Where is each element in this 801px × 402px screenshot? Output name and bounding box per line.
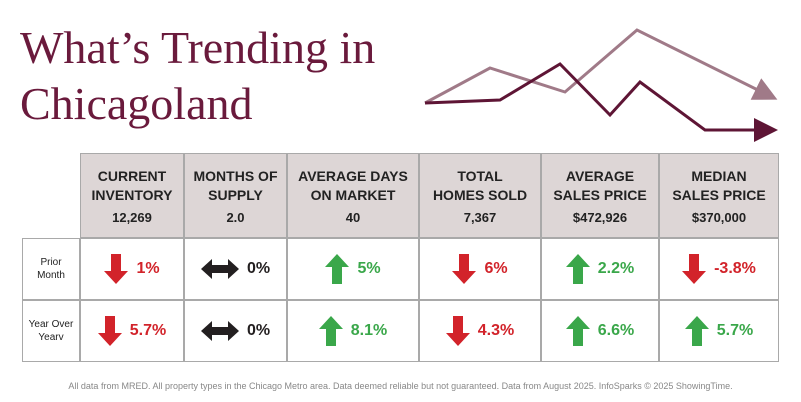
change-value: 8.1%	[350, 322, 388, 339]
column-header: TOTAL HOMES SOLD 7,367	[419, 153, 541, 238]
arrow-up	[318, 316, 343, 346]
arrow-down	[682, 254, 707, 284]
row-label-line: Prior	[40, 257, 62, 268]
cell: 0%	[184, 238, 287, 300]
table: CURRENT INVENTORY 12,269 MONTHS OF SUPPLY 2.0…	[22, 153, 779, 362]
trend-line	[424, 62, 778, 142]
arrow-shape	[682, 254, 707, 284]
trend-line	[424, 28, 778, 105]
cell: 1%	[80, 238, 184, 300]
header-value: $472,926	[572, 209, 628, 225]
change-value: -3.8%	[714, 260, 756, 277]
header-label: CURRENT	[97, 167, 167, 184]
arrow-up	[565, 316, 590, 346]
header-value: 7,367	[463, 209, 497, 225]
cell: 5.7%	[659, 300, 779, 362]
header-value: $370,000	[691, 209, 747, 225]
arrow-down	[104, 254, 129, 284]
column-header: MONTHS OF SUPPLY 2.0	[184, 153, 287, 238]
title-line: What’s Trending in	[20, 22, 376, 73]
cell: 2.2%	[541, 238, 659, 300]
change-value: 5%	[357, 260, 381, 277]
arrow-both	[200, 321, 239, 341]
column-header: CURRENT INVENTORY 12,269	[80, 153, 184, 238]
header-value: 2.0	[226, 209, 245, 225]
row-label-line: Yearv	[38, 332, 64, 343]
column-header: AVERAGE SALES PRICE $472,926	[541, 153, 659, 238]
arrow-up	[565, 254, 590, 284]
header-label: AVERAGE DAYS	[298, 167, 408, 184]
arrow-shape	[200, 321, 239, 341]
row-label-line: Month	[37, 270, 65, 281]
change-value: 0%	[246, 322, 271, 339]
arrow-shape	[97, 316, 122, 346]
arrow-down	[445, 316, 470, 346]
arrow-down	[452, 254, 477, 284]
header-label: SALES PRICE	[553, 186, 647, 203]
cell: 8.1%	[287, 300, 419, 362]
header-value: 40	[345, 209, 361, 225]
arrow-down	[97, 316, 122, 346]
cell: 0%	[184, 300, 287, 362]
column-header: MEDIAN SALES PRICE $370,000	[659, 153, 779, 238]
arrow-shape	[445, 316, 470, 346]
change-value: 0%	[246, 260, 271, 277]
header-label: SUPPLY	[208, 186, 263, 203]
header-value: 12,269	[112, 209, 152, 225]
cell: -3.8%	[659, 238, 779, 300]
arrow-shape	[684, 316, 709, 346]
arrow-shape	[452, 254, 477, 284]
change-value: 4.3%	[477, 322, 515, 339]
header-label: AVERAGE	[565, 167, 635, 184]
row-label-line: Year Over	[28, 319, 74, 330]
change-value: 1%	[136, 260, 160, 277]
decoration	[424, 28, 778, 142]
header-label: HOMES SOLD	[432, 186, 528, 203]
change-value: 5.7%	[129, 322, 167, 339]
arrow-up	[684, 316, 709, 346]
title: What’s Trending in Chicagoland	[20, 20, 375, 132]
cell: 6%	[419, 238, 541, 300]
arrow-shape	[565, 254, 590, 284]
header-label: ON MARKET	[310, 186, 396, 203]
arrow-shape	[318, 316, 343, 346]
row-label: Year Over Yearv	[22, 300, 80, 362]
footer: All data from MRED. All property types i…	[68, 381, 733, 391]
header-label: SALES PRICE	[672, 186, 766, 203]
cell: 6.6%	[541, 300, 659, 362]
change-value: 6.6%	[597, 322, 635, 339]
cell: 4.3%	[419, 300, 541, 362]
title-line: Chicagoland	[20, 78, 253, 129]
arrow-both	[200, 259, 239, 279]
arrow-shape	[104, 254, 129, 284]
change-value: 5.7%	[716, 322, 754, 339]
row-label: Prior Month	[22, 238, 80, 300]
header-label: TOTAL	[457, 167, 503, 184]
cell: 5.7%	[80, 300, 184, 362]
change-value: 2.2%	[597, 260, 635, 277]
header-label: MONTHS OF	[193, 167, 278, 184]
arrow-shape	[325, 254, 350, 284]
arrow-shape	[565, 316, 590, 346]
arrow-up	[325, 254, 350, 284]
header-label: MEDIAN	[691, 167, 747, 184]
header-label: INVENTORY	[91, 186, 173, 203]
cell: 5%	[287, 238, 419, 300]
change-value: 6%	[484, 260, 508, 277]
arrow-shape	[200, 259, 239, 279]
column-header: AVERAGE DAYS ON MARKET 40	[287, 153, 419, 238]
